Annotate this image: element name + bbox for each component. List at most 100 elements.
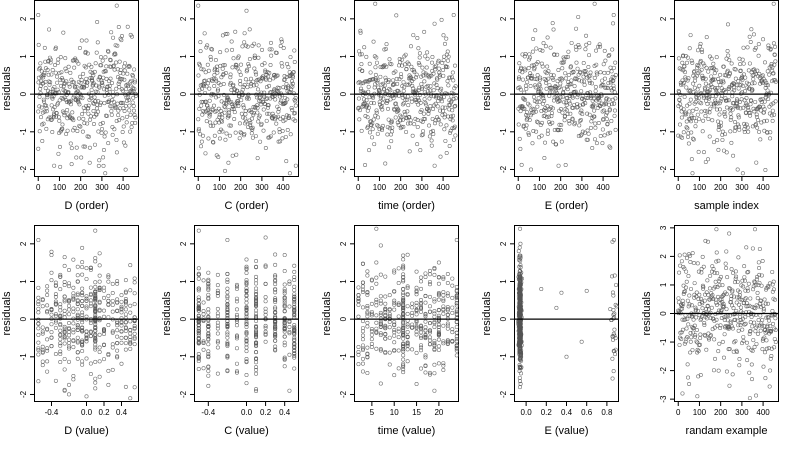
residual-point bbox=[601, 108, 606, 113]
residual-point bbox=[115, 297, 120, 302]
residual-point bbox=[224, 48, 229, 53]
residual-point bbox=[390, 129, 395, 134]
residual-point bbox=[62, 311, 67, 316]
residual-point bbox=[118, 106, 123, 111]
residual-point bbox=[84, 294, 89, 299]
residual-point bbox=[98, 102, 103, 107]
residual-point bbox=[102, 308, 107, 313]
residual-point bbox=[215, 272, 220, 277]
residual-point bbox=[682, 252, 687, 257]
residual-point bbox=[699, 101, 704, 106]
residual-point bbox=[115, 348, 120, 353]
x-tick-label: 200 bbox=[74, 183, 88, 192]
residual-point bbox=[254, 82, 259, 87]
residual-point bbox=[754, 393, 759, 398]
residual-point bbox=[517, 245, 522, 250]
residual-point bbox=[57, 70, 62, 75]
residual-point bbox=[257, 113, 262, 118]
residual-point bbox=[451, 96, 456, 101]
residual-point bbox=[49, 253, 54, 258]
residual-point bbox=[693, 100, 698, 105]
residual-point bbox=[45, 68, 50, 73]
residual-point bbox=[199, 139, 204, 144]
residual-point bbox=[199, 67, 204, 72]
residual-point bbox=[88, 304, 93, 309]
residual-point bbox=[67, 392, 72, 397]
residual-point bbox=[681, 130, 686, 135]
residual-point bbox=[425, 56, 430, 61]
residual-point bbox=[36, 285, 41, 290]
residual-point bbox=[125, 71, 130, 76]
residual-point bbox=[250, 125, 255, 130]
residual-point bbox=[263, 309, 268, 314]
residual-point bbox=[287, 352, 292, 357]
residual-point bbox=[58, 332, 63, 337]
residual-point bbox=[60, 109, 65, 114]
residual-point bbox=[119, 316, 124, 321]
residual-point bbox=[225, 307, 230, 312]
residual-point bbox=[685, 103, 690, 108]
residual-point bbox=[80, 286, 85, 291]
residual-point bbox=[389, 62, 394, 67]
residual-point bbox=[267, 47, 272, 52]
residual-point bbox=[110, 345, 115, 350]
residual-point bbox=[239, 111, 244, 116]
residual-point bbox=[237, 121, 242, 126]
residual-point bbox=[419, 330, 424, 335]
residual-point bbox=[80, 317, 85, 322]
residual-point bbox=[520, 70, 525, 75]
residual-point bbox=[75, 299, 80, 304]
y-tick-label: -1 bbox=[179, 353, 188, 361]
residual-point bbox=[243, 108, 248, 113]
residual-point bbox=[292, 332, 297, 337]
residual-point bbox=[225, 271, 230, 276]
residual-point bbox=[680, 60, 685, 65]
x-tick-label: 200 bbox=[554, 183, 568, 192]
residual-point bbox=[286, 113, 291, 118]
residual-point bbox=[106, 275, 111, 280]
residual-point bbox=[685, 362, 690, 367]
residual-point bbox=[518, 258, 523, 263]
residual-point bbox=[408, 81, 413, 86]
residual-point bbox=[759, 323, 764, 328]
residual-point bbox=[103, 69, 108, 74]
residual-point bbox=[265, 105, 270, 110]
residual-point bbox=[206, 314, 211, 319]
residual-point bbox=[683, 339, 688, 344]
residual-point bbox=[378, 294, 383, 299]
residual-point bbox=[119, 340, 124, 345]
residual-point bbox=[36, 238, 41, 243]
residual-point bbox=[385, 106, 390, 111]
residual-point bbox=[521, 97, 526, 102]
residual-point bbox=[292, 323, 297, 328]
residual-point bbox=[405, 109, 410, 114]
residual-point bbox=[533, 28, 538, 33]
residual-point bbox=[67, 344, 72, 349]
residual-point bbox=[410, 310, 415, 315]
residual-point bbox=[44, 106, 49, 111]
residual-point bbox=[84, 304, 89, 309]
x-axis-title: D (value) bbox=[64, 425, 109, 437]
residual-point bbox=[694, 339, 699, 344]
residual-point bbox=[567, 101, 572, 106]
residual-point bbox=[560, 77, 565, 82]
residual-point bbox=[48, 115, 53, 120]
residual-point bbox=[413, 116, 418, 121]
residual-point bbox=[433, 67, 438, 72]
residual-point bbox=[53, 62, 58, 67]
residual-point bbox=[208, 54, 213, 59]
residual-point bbox=[602, 70, 607, 75]
residual-point bbox=[535, 60, 540, 65]
residual-point bbox=[587, 112, 592, 117]
residual-point bbox=[743, 321, 748, 326]
residual-point bbox=[287, 115, 292, 120]
residual-point bbox=[122, 109, 127, 114]
residual-point bbox=[553, 86, 558, 91]
residual-point bbox=[518, 379, 523, 384]
residual-point bbox=[371, 95, 376, 100]
residual-point bbox=[396, 302, 401, 307]
residual-point bbox=[725, 98, 730, 103]
residual-point bbox=[203, 99, 208, 104]
residual-point bbox=[120, 116, 125, 121]
residual-point bbox=[360, 280, 365, 285]
